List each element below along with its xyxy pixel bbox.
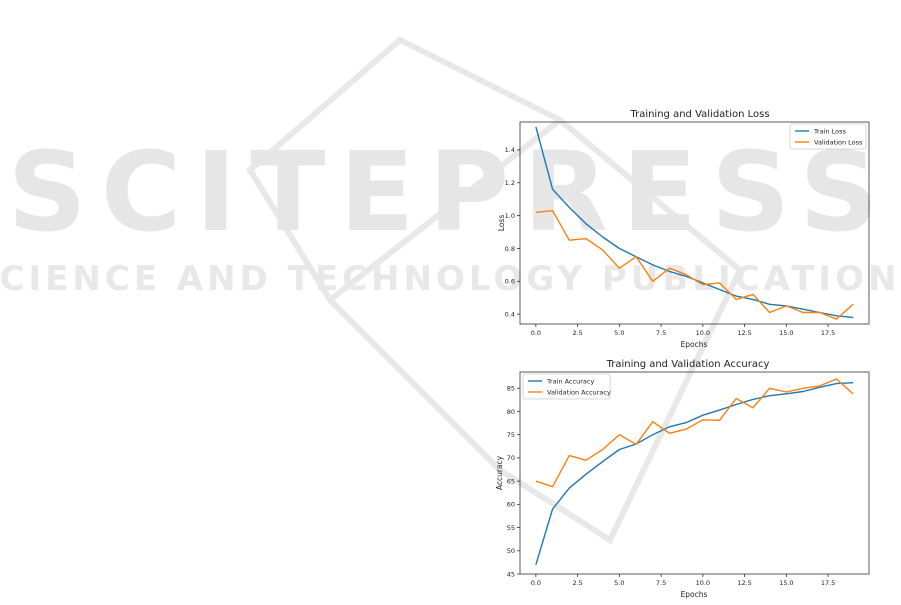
loss-ytick-label: 0.6 bbox=[505, 278, 515, 286]
accuracy-ytick-label: 45 bbox=[507, 570, 515, 578]
loss-legend-train-label: Train Loss bbox=[813, 128, 847, 136]
loss-ytick-label: 1.4 bbox=[505, 146, 515, 154]
accuracy-series bbox=[535, 378, 854, 565]
loss-validation-line bbox=[535, 209, 854, 320]
accuracy-ytick-label: 55 bbox=[507, 524, 515, 532]
loss-ytick-label: 0.8 bbox=[505, 245, 515, 253]
loss-xtick-label: 2.5 bbox=[572, 329, 582, 337]
accuracy-xtick-label: 0.0 bbox=[531, 579, 541, 587]
accuracy-legend-box bbox=[522, 373, 611, 400]
accuracy-ytick-label: 65 bbox=[507, 477, 515, 485]
loss-train-line bbox=[535, 126, 854, 319]
accuracy-xtick-label: 5.0 bbox=[614, 579, 624, 587]
accuracy-xtick-label: 2.5 bbox=[572, 579, 582, 587]
accuracy-legend-validation-label: Validation Accuracy bbox=[547, 389, 611, 397]
accuracy-xtick-label: 17.5 bbox=[821, 579, 835, 587]
loss-series bbox=[535, 126, 854, 320]
loss-ytick-label: 1.0 bbox=[505, 212, 515, 220]
loss-xtick-label: 12.5 bbox=[737, 329, 751, 337]
accuracy-ytick-label: 60 bbox=[507, 501, 515, 509]
accuracy-xtick-label: 10.0 bbox=[696, 579, 710, 587]
accuracy-plot-frame bbox=[519, 371, 870, 575]
loss-chart-title: Training and Validation Loss bbox=[629, 109, 769, 120]
loss-xtick-label: 17.5 bbox=[821, 329, 835, 337]
loss-plot-frame bbox=[519, 121, 870, 325]
loss-ytick-label: 0.4 bbox=[505, 310, 515, 318]
accuracy-xtick-label: 7.5 bbox=[656, 579, 666, 587]
accuracy-chart: Training and Validation Accuracy 0.0 2.5 5… bbox=[495, 359, 870, 599]
loss-xtick-label: 0.0 bbox=[531, 329, 541, 337]
loss-ytick-label: 1.2 bbox=[505, 179, 515, 187]
accuracy-chart-title: Training and Validation Accuracy bbox=[606, 359, 770, 370]
accuracy-ytick-label: 80 bbox=[507, 408, 515, 416]
loss-legend: Train Loss Validation Loss bbox=[789, 123, 867, 150]
loss-ylabel: Loss bbox=[497, 215, 506, 232]
accuracy-xticks: 0.0 2.5 5.0 7.5 10.0 12.5 15.0 17.5 bbox=[531, 574, 835, 587]
accuracy-ytick-label: 85 bbox=[507, 385, 515, 393]
loss-xticks: 0.0 2.5 5.0 7.5 10.0 12.5 15.0 17.5 bbox=[531, 324, 835, 337]
loss-xtick-label: 10.0 bbox=[696, 329, 710, 337]
loss-xlabel: Epochs bbox=[681, 340, 708, 349]
loss-yticks: 0.4 0.6 0.8 1.0 1.2 1.4 bbox=[505, 146, 520, 318]
accuracy-xtick-label: 15.0 bbox=[779, 579, 793, 587]
accuracy-ytick-label: 75 bbox=[507, 431, 515, 439]
loss-xtick-label: 5.0 bbox=[614, 329, 624, 337]
accuracy-legend: Train Accuracy Validation Accuracy bbox=[522, 373, 611, 400]
accuracy-ytick-label: 70 bbox=[507, 454, 515, 462]
accuracy-yticks: 45 50 55 60 65 70 75 80 85 bbox=[507, 385, 520, 578]
accuracy-ylabel: Accuracy bbox=[495, 455, 504, 490]
accuracy-legend-train-label: Train Accuracy bbox=[546, 378, 594, 386]
loss-legend-box bbox=[789, 123, 867, 150]
accuracy-train-line bbox=[535, 382, 854, 565]
loss-legend-validation-label: Validation Loss bbox=[814, 139, 863, 147]
accuracy-validation-line bbox=[535, 378, 854, 488]
loss-chart: Training and Validation Loss 0.0 2.5 5.0 7.… bbox=[497, 109, 870, 349]
loss-xtick-label: 15.0 bbox=[779, 329, 793, 337]
accuracy-ytick-label: 50 bbox=[507, 547, 515, 555]
loss-xtick-label: 7.5 bbox=[656, 329, 666, 337]
accuracy-xtick-label: 12.5 bbox=[737, 579, 751, 587]
accuracy-xlabel: Epochs bbox=[681, 590, 708, 599]
